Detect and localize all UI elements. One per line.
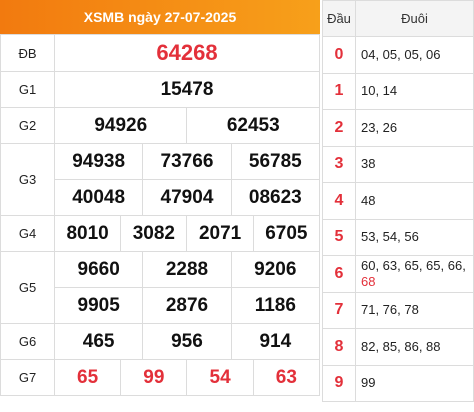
g7-number: 54 bbox=[186, 359, 254, 396]
g5-number: 9905 bbox=[53, 287, 144, 324]
loto-head: 4 bbox=[322, 182, 356, 220]
loto-tail: 53, 54, 56 bbox=[355, 218, 474, 256]
prize-label-g4: G4 bbox=[0, 215, 55, 252]
g5-number: 1186 bbox=[230, 287, 321, 324]
g7-number: 63 bbox=[252, 359, 321, 396]
loto-table: Đầu Đuôi 0 04, 05, 05, 06 1 10, 14 2 23, 26… bbox=[322, 0, 474, 402]
loto-tail: 38 bbox=[355, 145, 474, 183]
g3-number: 94938 bbox=[53, 143, 144, 180]
g2-number: 62453 bbox=[186, 107, 320, 144]
loto-head: 8 bbox=[322, 328, 356, 366]
g5-number: 9206 bbox=[230, 251, 321, 288]
prize-label-g5: G5 bbox=[0, 251, 55, 324]
loto-tail-values: 60, 63, 65, 65, 66, bbox=[361, 257, 466, 273]
results-panel: XSMB ngày 27-07-2025 ĐB 64268 G1 15478 G… bbox=[0, 0, 321, 396]
g6-number: 465 bbox=[53, 323, 144, 360]
g4-number: 2071 bbox=[186, 215, 254, 252]
loto-head: 6 bbox=[322, 255, 356, 293]
loto-tail: 48 bbox=[355, 182, 474, 220]
loto-head: 1 bbox=[322, 72, 356, 110]
g6-number: 914 bbox=[230, 323, 321, 360]
g3-number: 73766 bbox=[142, 143, 232, 180]
loto-tail: 99 bbox=[355, 364, 474, 402]
g3-number: 56785 bbox=[230, 143, 321, 180]
g3-number: 40048 bbox=[53, 179, 144, 216]
loto-head: 0 bbox=[322, 36, 356, 74]
g5-number: 2876 bbox=[142, 287, 232, 324]
loto-panel: Đầu Đuôi 0 04, 05, 05, 06 1 10, 14 2 23, 26… bbox=[322, 0, 474, 412]
prize-label-g1: G1 bbox=[0, 71, 55, 108]
loto-head-column: Đầu bbox=[322, 0, 356, 37]
loto-tail-column: Đuôi bbox=[355, 0, 474, 37]
g3-number: 08623 bbox=[230, 179, 321, 216]
g2-number: 94926 bbox=[53, 107, 188, 144]
prize-label-g6: G6 bbox=[0, 323, 55, 360]
loto-head: 9 bbox=[322, 364, 356, 402]
loto-head: 3 bbox=[322, 145, 356, 183]
loto-tail: 82, 85, 86, 88 bbox=[355, 328, 474, 366]
prize-label-g7: G7 bbox=[0, 359, 55, 396]
prize-label-g2: G2 bbox=[0, 107, 55, 144]
g3-number: 47904 bbox=[142, 179, 232, 216]
loto-tail: 60, 63, 65, 65, 66, 68 bbox=[355, 255, 474, 293]
g5-number: 2288 bbox=[142, 251, 232, 288]
g7-number: 65 bbox=[53, 359, 122, 396]
loto-tail: 10, 14 bbox=[355, 72, 474, 110]
loto-tail-highlight: 68 bbox=[361, 273, 376, 289]
g6-number: 956 bbox=[142, 323, 232, 360]
results-table: ĐB 64268 G1 15478 G2 94926 62453 G3 9493… bbox=[0, 34, 321, 396]
prize-label-db: ĐB bbox=[0, 34, 55, 72]
loto-tail: 71, 76, 78 bbox=[355, 291, 474, 329]
g4-number: 8010 bbox=[53, 215, 122, 252]
g4-number: 3082 bbox=[120, 215, 188, 252]
g1-number: 15478 bbox=[54, 71, 320, 108]
loto-tail: 23, 26 bbox=[355, 109, 474, 147]
results-title[interactable]: XSMB ngày 27-07-2025 bbox=[0, 0, 320, 34]
loto-head: 2 bbox=[322, 109, 356, 147]
loto-head: 7 bbox=[322, 291, 356, 329]
loto-head: 5 bbox=[322, 218, 356, 256]
g4-number: 6705 bbox=[252, 215, 321, 252]
g5-number: 9660 bbox=[53, 251, 144, 288]
g7-number: 99 bbox=[120, 359, 188, 396]
special-prize-number: 64268 bbox=[54, 34, 320, 72]
prize-label-g3: G3 bbox=[0, 143, 55, 216]
loto-tail: 04, 05, 05, 06 bbox=[355, 36, 474, 74]
